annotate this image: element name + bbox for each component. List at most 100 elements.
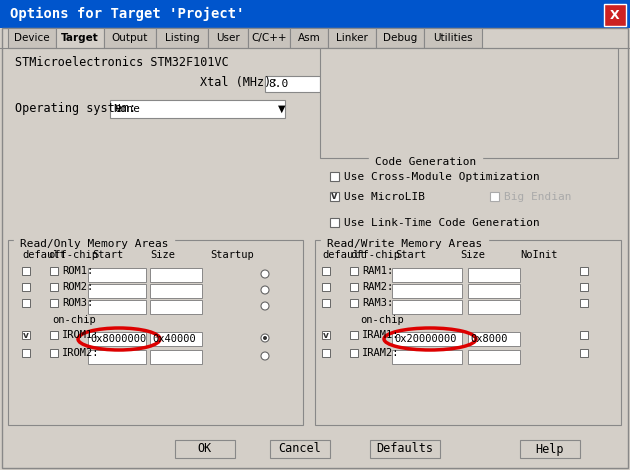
Text: off-chip: off-chip <box>350 250 400 260</box>
FancyBboxPatch shape <box>88 332 146 346</box>
Text: Big Endian: Big Endian <box>504 192 571 202</box>
Text: off-chip: off-chip <box>48 250 98 260</box>
FancyBboxPatch shape <box>104 28 156 48</box>
FancyBboxPatch shape <box>315 240 621 425</box>
Text: Read/Write Memory Areas: Read/Write Memory Areas <box>327 239 482 249</box>
Text: Code Generation: Code Generation <box>375 157 476 167</box>
FancyBboxPatch shape <box>328 28 376 48</box>
FancyBboxPatch shape <box>88 268 146 282</box>
Text: ROM1:: ROM1: <box>62 266 93 276</box>
FancyBboxPatch shape <box>8 28 56 48</box>
FancyBboxPatch shape <box>88 300 146 314</box>
FancyBboxPatch shape <box>50 299 58 307</box>
Text: Use Link-Time Code Generation: Use Link-Time Code Generation <box>344 218 540 228</box>
Text: ROM3:: ROM3: <box>62 298 93 308</box>
FancyBboxPatch shape <box>330 192 339 201</box>
FancyBboxPatch shape <box>50 267 58 275</box>
Text: Startup: Startup <box>210 250 254 260</box>
Text: Linker: Linker <box>336 33 368 43</box>
Text: v: v <box>331 191 338 201</box>
FancyBboxPatch shape <box>392 284 462 298</box>
FancyBboxPatch shape <box>22 331 30 339</box>
FancyBboxPatch shape <box>604 4 626 26</box>
FancyBboxPatch shape <box>248 28 290 48</box>
Text: RAM1:: RAM1: <box>362 266 393 276</box>
FancyBboxPatch shape <box>350 349 358 357</box>
Circle shape <box>263 336 267 340</box>
FancyBboxPatch shape <box>2 28 628 468</box>
FancyBboxPatch shape <box>8 240 303 425</box>
FancyBboxPatch shape <box>150 268 202 282</box>
Text: IRAM2:: IRAM2: <box>362 348 399 358</box>
Text: OK: OK <box>198 442 212 455</box>
FancyBboxPatch shape <box>22 299 30 307</box>
FancyBboxPatch shape <box>580 283 588 291</box>
Text: User: User <box>216 33 240 43</box>
Text: 0x8000000: 0x8000000 <box>90 334 146 344</box>
FancyBboxPatch shape <box>22 349 30 357</box>
Text: Size: Size <box>460 250 485 260</box>
FancyBboxPatch shape <box>490 192 499 201</box>
FancyBboxPatch shape <box>22 267 30 275</box>
FancyBboxPatch shape <box>265 76 320 92</box>
Text: Operating system:: Operating system: <box>15 102 136 115</box>
FancyBboxPatch shape <box>580 299 588 307</box>
FancyBboxPatch shape <box>392 268 462 282</box>
Text: NoInit: NoInit <box>520 250 558 260</box>
Text: Device: Device <box>14 33 50 43</box>
Text: default: default <box>22 250 66 260</box>
Text: Listing: Listing <box>164 33 199 43</box>
FancyBboxPatch shape <box>322 331 330 339</box>
FancyBboxPatch shape <box>150 350 202 364</box>
FancyBboxPatch shape <box>0 0 630 28</box>
FancyBboxPatch shape <box>520 440 580 458</box>
Text: IROM1:: IROM1: <box>62 330 100 340</box>
FancyBboxPatch shape <box>322 267 330 275</box>
FancyBboxPatch shape <box>580 331 588 339</box>
FancyBboxPatch shape <box>50 331 58 339</box>
FancyBboxPatch shape <box>270 440 330 458</box>
FancyBboxPatch shape <box>56 28 104 48</box>
FancyBboxPatch shape <box>156 28 208 48</box>
FancyBboxPatch shape <box>322 299 330 307</box>
Circle shape <box>261 286 269 294</box>
Text: Read/Only Memory Areas: Read/Only Memory Areas <box>20 239 168 249</box>
FancyBboxPatch shape <box>110 100 285 118</box>
Text: on-chip: on-chip <box>360 315 404 325</box>
FancyBboxPatch shape <box>150 284 202 298</box>
FancyBboxPatch shape <box>580 267 588 275</box>
Text: IRAM1:: IRAM1: <box>362 330 399 340</box>
FancyBboxPatch shape <box>468 300 520 314</box>
Text: Output: Output <box>112 33 148 43</box>
FancyBboxPatch shape <box>370 440 440 458</box>
Text: IROM2:: IROM2: <box>62 348 100 358</box>
FancyBboxPatch shape <box>330 172 339 181</box>
FancyBboxPatch shape <box>580 349 588 357</box>
FancyBboxPatch shape <box>468 284 520 298</box>
Text: v: v <box>23 330 29 339</box>
FancyBboxPatch shape <box>50 283 58 291</box>
FancyBboxPatch shape <box>330 218 339 227</box>
Text: Start: Start <box>395 250 427 260</box>
Text: default: default <box>322 250 366 260</box>
Text: C/C++: C/C++ <box>251 33 287 43</box>
FancyBboxPatch shape <box>322 283 330 291</box>
FancyBboxPatch shape <box>392 300 462 314</box>
FancyBboxPatch shape <box>322 349 330 357</box>
FancyBboxPatch shape <box>290 28 328 48</box>
FancyBboxPatch shape <box>424 28 482 48</box>
FancyBboxPatch shape <box>468 350 520 364</box>
Text: Xtal (MHz):: Xtal (MHz): <box>200 76 278 88</box>
Text: 8.0: 8.0 <box>268 79 289 89</box>
Circle shape <box>261 352 269 360</box>
Text: Use MicroLIB: Use MicroLIB <box>344 192 425 202</box>
FancyBboxPatch shape <box>392 350 462 364</box>
Text: Defaults: Defaults <box>377 442 433 455</box>
FancyBboxPatch shape <box>175 440 235 458</box>
Text: on-chip: on-chip <box>52 315 96 325</box>
FancyBboxPatch shape <box>350 331 358 339</box>
Circle shape <box>261 302 269 310</box>
Text: Help: Help <box>536 442 564 455</box>
FancyBboxPatch shape <box>376 28 424 48</box>
FancyBboxPatch shape <box>22 283 30 291</box>
